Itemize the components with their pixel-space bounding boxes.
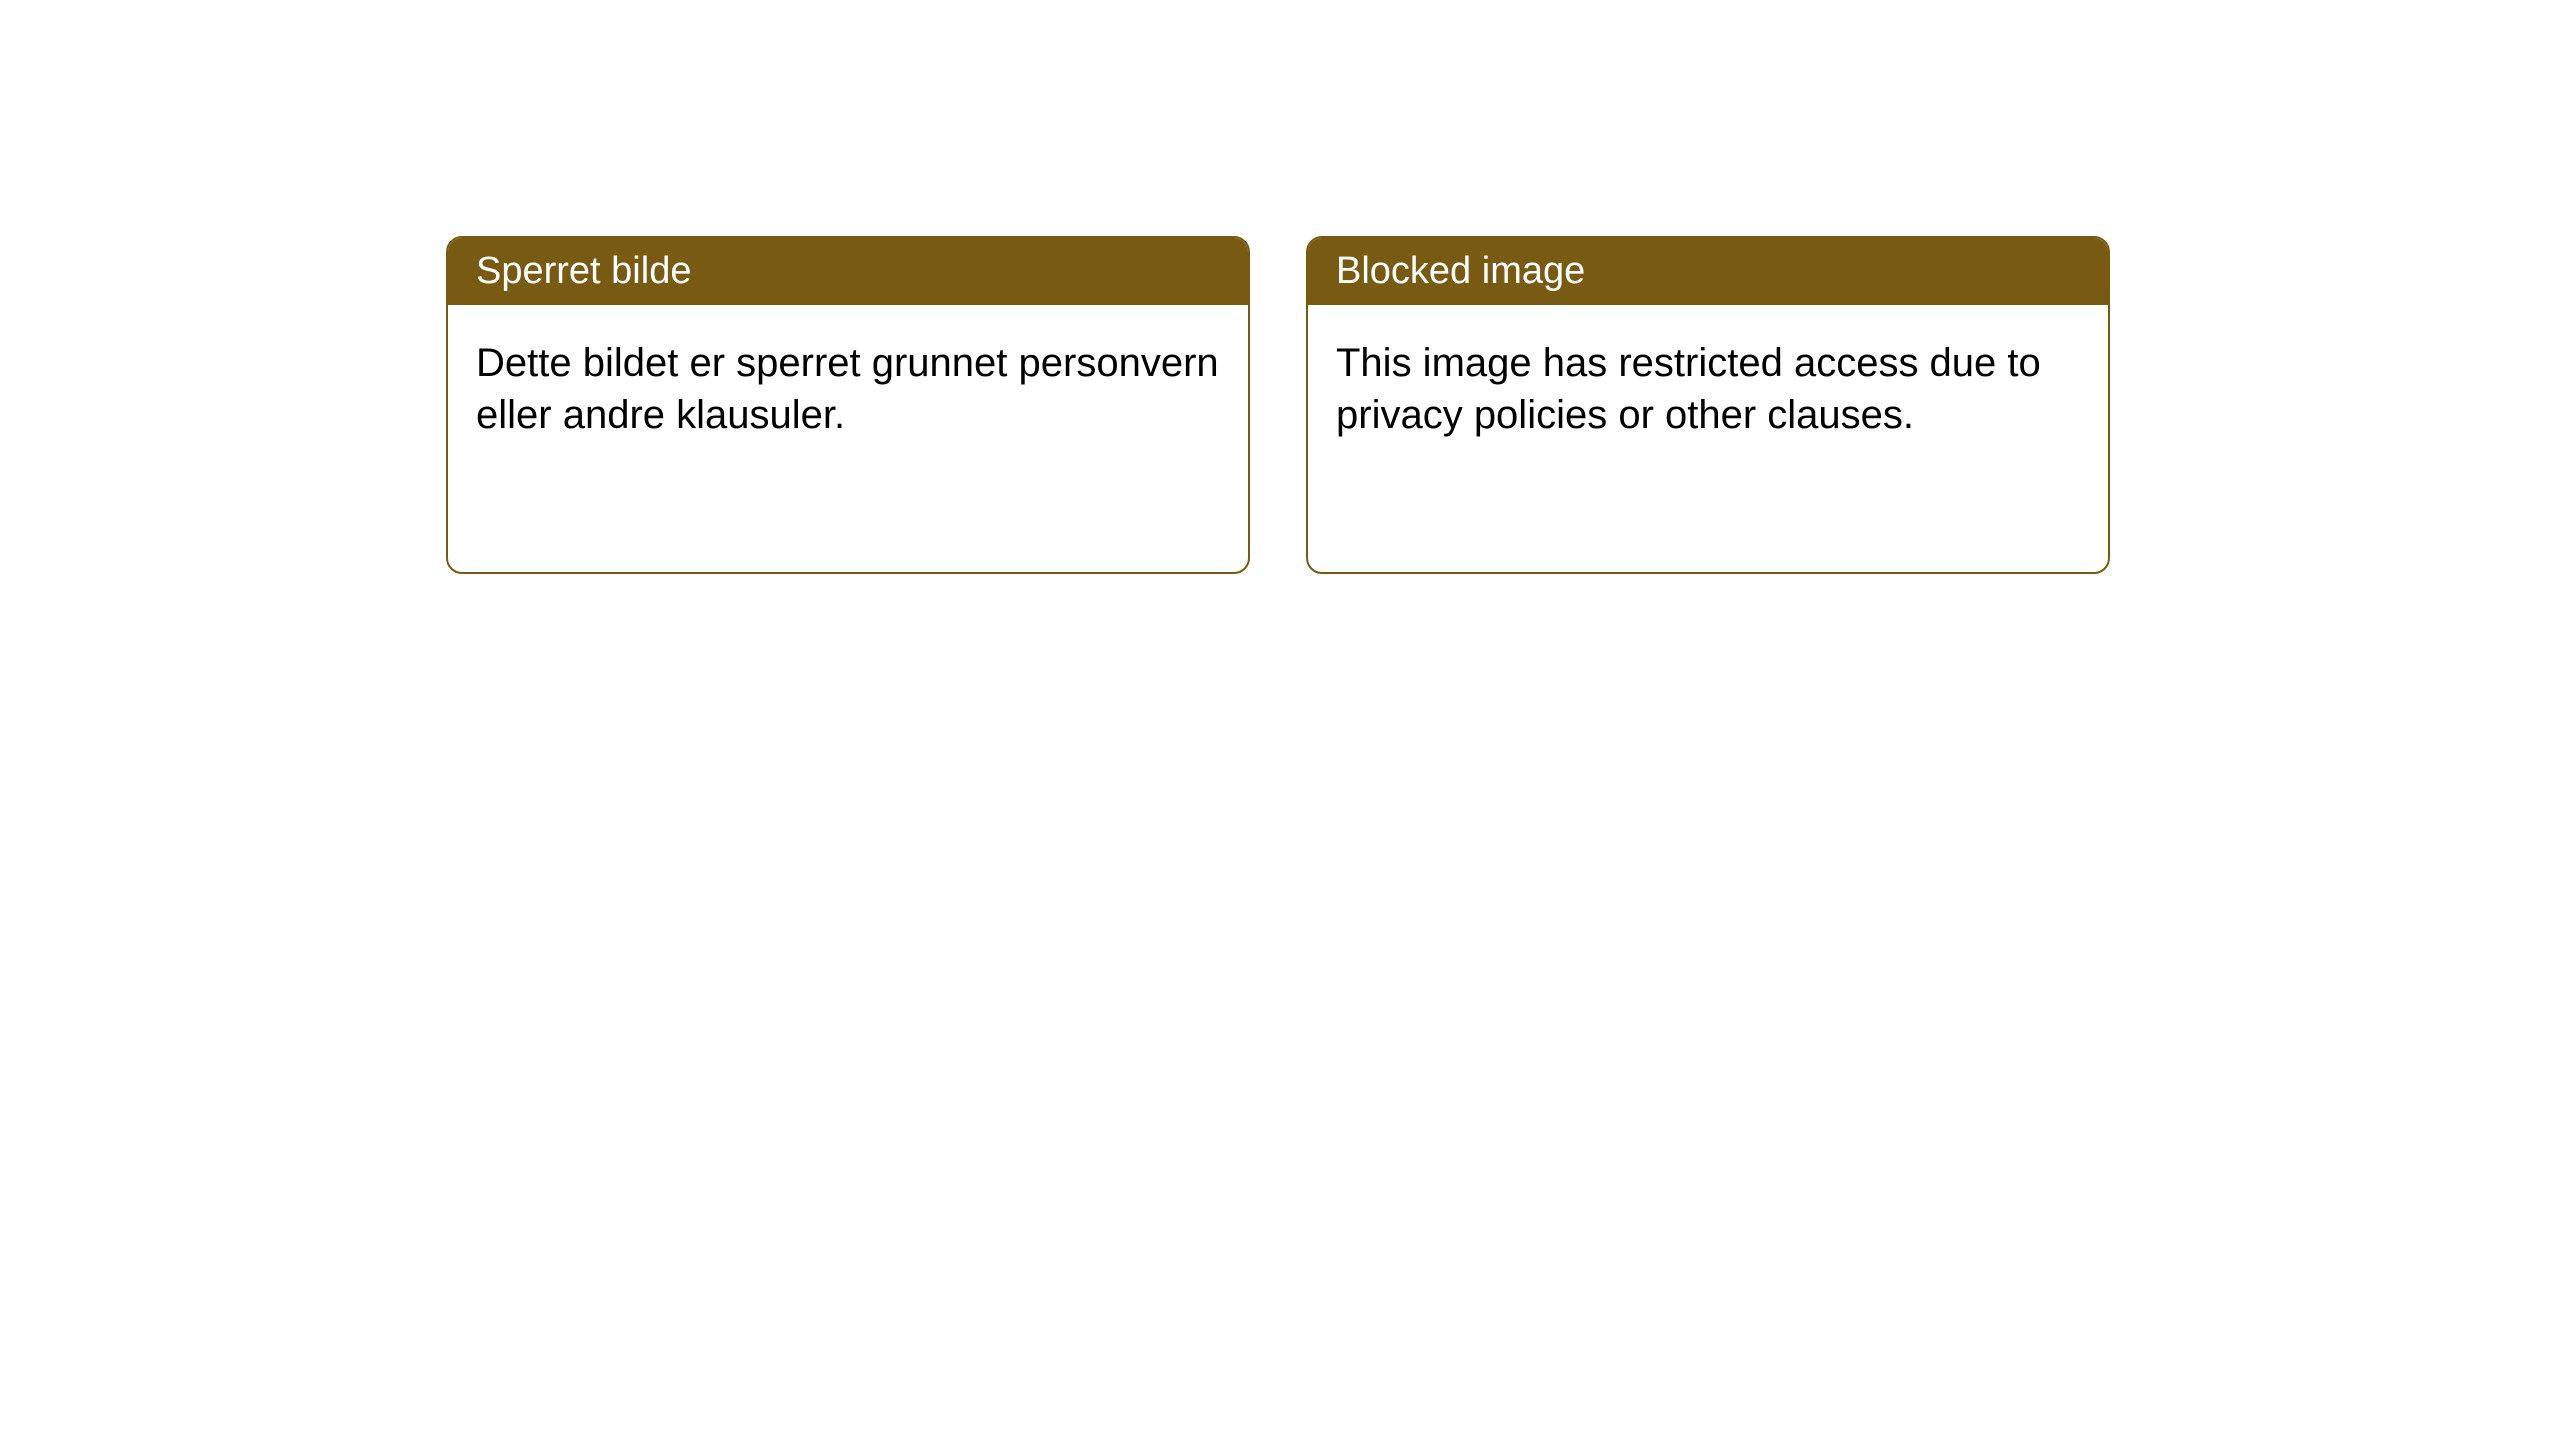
card-header-no: Sperret bilde — [448, 238, 1248, 305]
card-body-en: This image has restricted access due to … — [1308, 305, 2108, 473]
cards-container: Sperret bilde Dette bildet er sperret gr… — [446, 236, 2110, 574]
card-header-en: Blocked image — [1308, 238, 2108, 305]
card-title-en: Blocked image — [1336, 250, 1585, 292]
card-text-en: This image has restricted access due to … — [1336, 341, 2041, 437]
blocked-image-card-en: Blocked image This image has restricted … — [1306, 236, 2110, 574]
card-title-no: Sperret bilde — [476, 250, 691, 292]
card-text-no: Dette bildet er sperret grunnet personve… — [476, 341, 1219, 437]
blocked-image-card-no: Sperret bilde Dette bildet er sperret gr… — [446, 236, 1250, 574]
card-body-no: Dette bildet er sperret grunnet personve… — [448, 305, 1248, 473]
